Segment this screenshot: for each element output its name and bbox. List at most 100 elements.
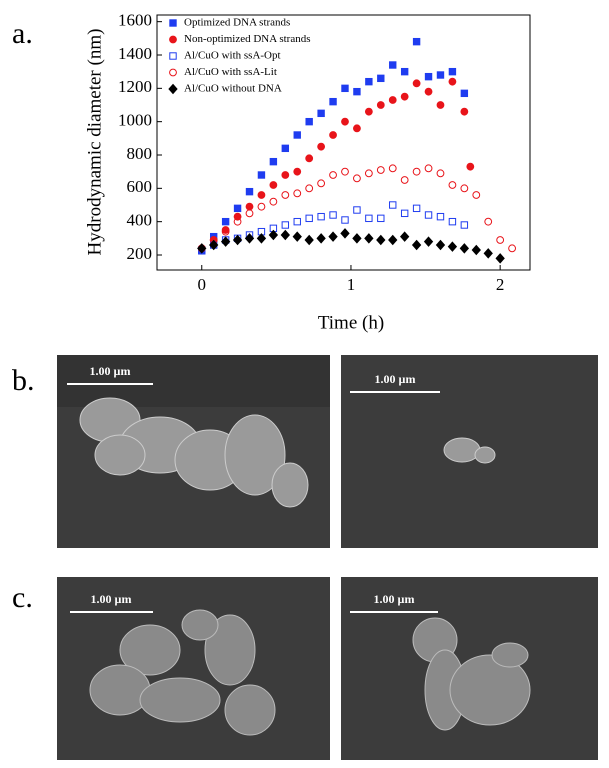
data-point (329, 131, 337, 139)
scale-bar-label: 1.00 µm (374, 592, 415, 606)
scale-bar-label: 1.00 µm (375, 372, 416, 386)
data-point (268, 229, 279, 241)
data-point (365, 214, 373, 223)
data-point (245, 187, 254, 196)
data-point (281, 221, 290, 229)
legend-marker (169, 52, 177, 60)
data-point (341, 216, 349, 224)
data-point (364, 169, 373, 178)
data-point (448, 181, 457, 189)
data-point (389, 61, 397, 69)
data-point (305, 214, 313, 223)
data-point (436, 212, 445, 221)
panel-label: b. (12, 364, 35, 397)
data-point (220, 236, 231, 247)
data-point (329, 97, 337, 106)
y-tick-label: 400 (127, 211, 153, 230)
y-tick-label: 1400 (118, 44, 152, 63)
data-point (376, 234, 386, 246)
data-point (389, 201, 397, 209)
data-point (466, 162, 475, 171)
data-point (317, 142, 326, 151)
data-point (411, 239, 422, 251)
data-point (233, 217, 242, 226)
legend-marker (169, 68, 177, 77)
data-point (364, 107, 373, 116)
data-point (281, 191, 290, 199)
data-point (353, 174, 361, 183)
data-point (424, 72, 433, 81)
panel-label: a. (12, 17, 33, 50)
data-point (400, 92, 409, 101)
sem-image: 1.00 µm (341, 577, 598, 760)
data-point (305, 184, 314, 193)
data-point (281, 144, 290, 153)
data-point (245, 202, 254, 211)
data-point (292, 231, 302, 242)
data-point (317, 179, 326, 188)
y-tick-label: 800 (127, 144, 153, 163)
data-point (508, 244, 516, 253)
data-point (424, 211, 433, 219)
data-point (328, 231, 338, 242)
data-point (460, 184, 469, 193)
legend-marker (169, 35, 177, 44)
data-point (412, 37, 421, 46)
data-point (459, 243, 470, 254)
panel-label: c. (12, 581, 33, 614)
data-point (353, 206, 361, 214)
data-point (435, 239, 446, 251)
sem-image: 1.00 µm (57, 355, 330, 548)
sem-image: 1.00 µm (57, 577, 330, 760)
data-point (424, 87, 433, 96)
y-tick-label: 600 (127, 177, 153, 196)
scale-bar-label: 1.00 µm (90, 364, 131, 378)
data-point (340, 228, 350, 239)
data-point (447, 241, 458, 252)
data-point (317, 109, 325, 118)
data-point (269, 157, 278, 166)
data-point (376, 166, 385, 174)
data-point (341, 117, 349, 126)
data-point (293, 131, 301, 139)
x-tick-label: 2 (496, 275, 505, 294)
data-point (293, 189, 302, 198)
data-point (472, 191, 481, 199)
data-point (484, 217, 493, 226)
legend-label: Al/CuO without DNA (184, 83, 282, 95)
data-point (281, 171, 290, 179)
data-point (412, 79, 421, 88)
data-point (388, 234, 398, 246)
data-point (221, 217, 230, 226)
x-tick-label: 1 (347, 275, 356, 294)
data-point (353, 124, 361, 133)
data-point (329, 211, 337, 219)
data-point (436, 71, 445, 79)
data-point (269, 197, 278, 206)
data-point (412, 204, 421, 213)
data-point (316, 233, 326, 244)
data-point (496, 236, 505, 244)
data-point (448, 67, 457, 76)
data-point (412, 167, 421, 176)
data-point (304, 234, 314, 246)
data-point (245, 209, 254, 218)
legend-label: Non-optimized DNA strands (184, 33, 310, 45)
data-point (232, 234, 243, 246)
data-point (448, 217, 457, 226)
y-tick-label: 1200 (118, 77, 152, 96)
data-point (400, 209, 409, 218)
data-point (436, 169, 445, 178)
legend-label: Optimized DNA strands (184, 17, 290, 29)
data-point (495, 253, 505, 264)
plot-frame (156, 14, 531, 271)
data-point (365, 77, 373, 86)
data-point (269, 181, 278, 189)
legend-marker (169, 19, 177, 27)
sem-image: 1.00 µm (341, 355, 598, 548)
data-point (244, 233, 255, 244)
data-point (341, 84, 349, 93)
data-point (377, 74, 385, 83)
